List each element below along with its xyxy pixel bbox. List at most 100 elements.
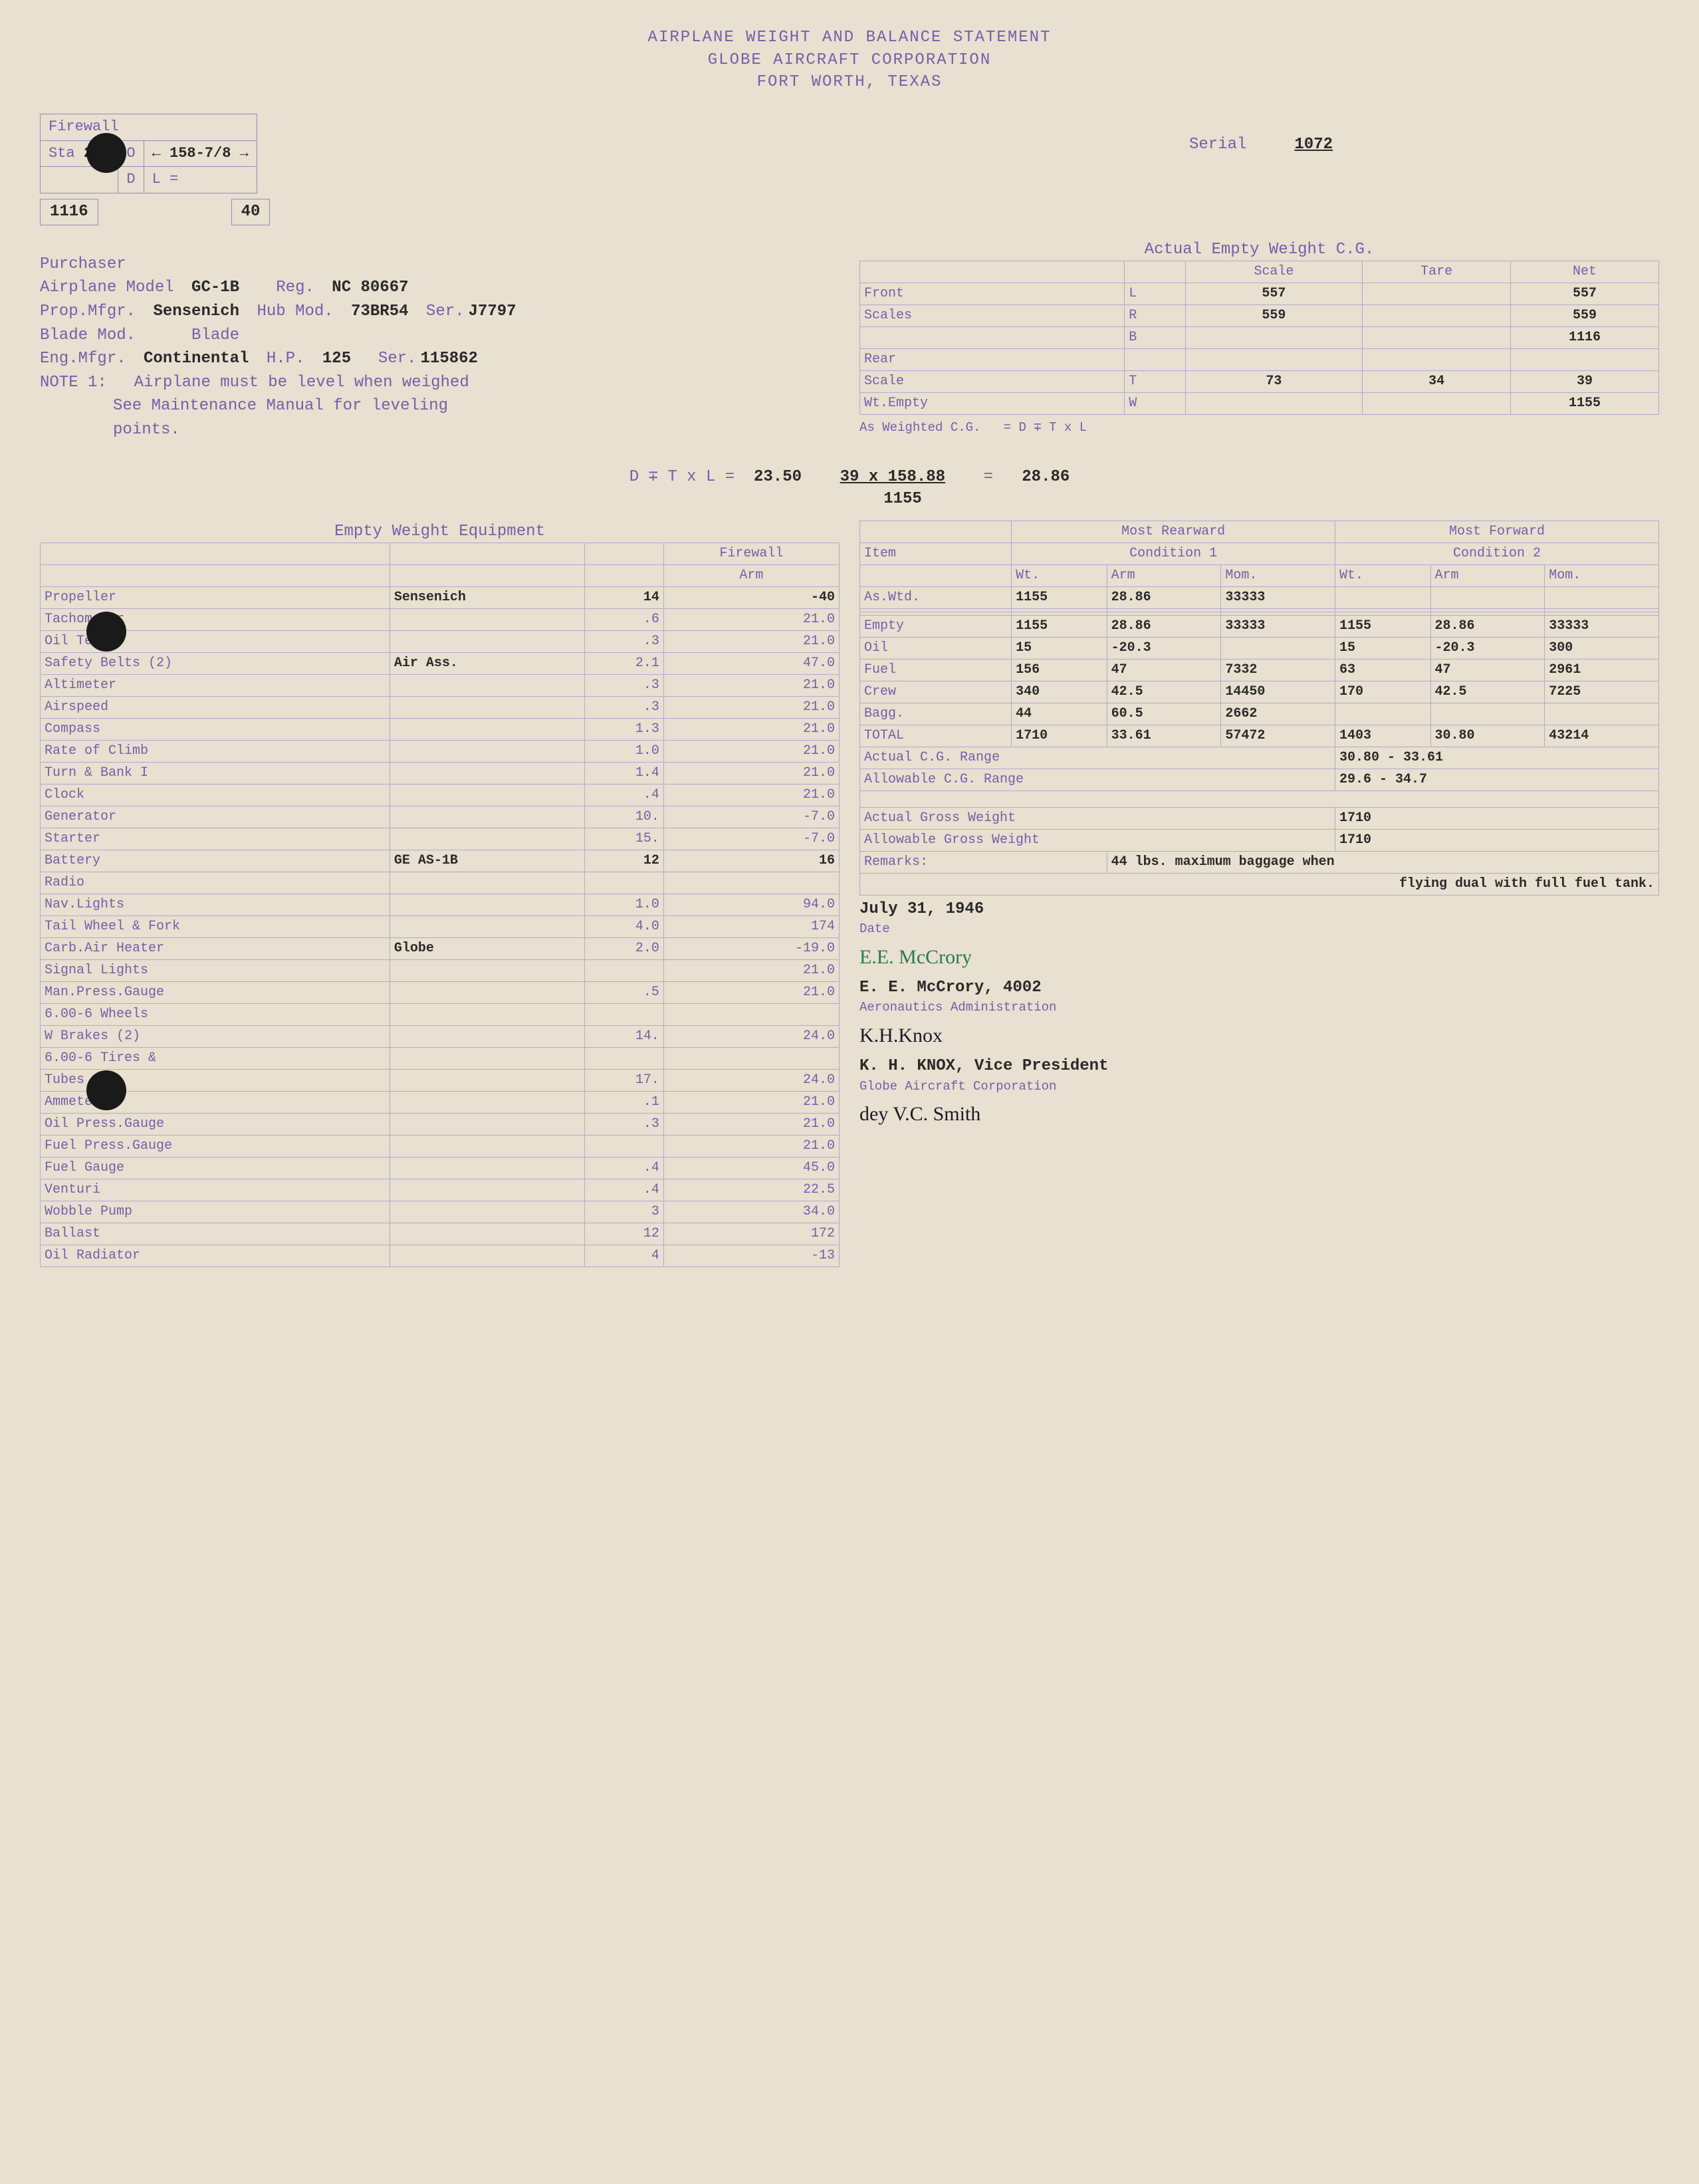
date-value: July 31, 1946	[859, 898, 1659, 921]
h-wt1: Wt.	[1012, 564, 1107, 586]
prop-ser: J7797	[469, 301, 516, 323]
hp-label: H.P.	[267, 348, 305, 370]
condition-table: Most Rearward Most Forward Item Conditio…	[859, 521, 1659, 896]
cg-formula-eq: = D ∓ T x L	[1004, 420, 1087, 435]
l-label: L =	[144, 167, 257, 193]
equip-row: Ammeter.121.0	[41, 1092, 840, 1114]
punch-hole	[86, 133, 126, 173]
equip-row: Clock.421.0	[41, 785, 840, 806]
h-mom2: Mom.	[1545, 564, 1659, 586]
equip-row: Nav.Lights1.094.0	[41, 894, 840, 916]
cond-row: Empty115528.8633333115528.8633333	[860, 615, 1659, 637]
title-line-2: GLOBE AIRCRAFT CORPORATION	[40, 49, 1659, 72]
equip-row: Tail Wheel & Fork4.0174	[41, 916, 840, 938]
prop-mfgr-label: Prop.Mfgr.	[40, 301, 136, 323]
reg-label: Reg.	[276, 277, 314, 299]
equip-row: Compass1.321.0	[41, 719, 840, 741]
mid-section: Purchaser Airplane Model GC-1B Reg. NC 8…	[40, 239, 1659, 456]
eng-mfgr: Continental	[144, 348, 249, 370]
equip-row: PropellerSensenich14-40	[41, 587, 840, 609]
formula-v1: 23.50	[754, 468, 802, 486]
allow-gw-label: Allowable Gross Weight	[860, 829, 1335, 851]
formula-v2: 39 x 158.88	[840, 468, 945, 486]
reg-value: NC 80667	[332, 277, 408, 299]
h-mom1: Mom.	[1221, 564, 1335, 586]
serial-label: Serial	[1189, 136, 1246, 154]
equip-row: Wobble Pump334.0	[41, 1201, 840, 1223]
remarks-label: Remarks:	[860, 851, 1107, 873]
note-label: NOTE 1:	[40, 372, 107, 394]
cg-h-tare: Tare	[1363, 261, 1511, 283]
date-label: Date	[859, 920, 1659, 938]
cg-row: FrontL557557	[860, 283, 1659, 305]
note-2: See Maintenance Manual for leveling	[113, 395, 448, 418]
cg-row: ScaleT733439	[860, 371, 1659, 393]
remarks-1: 44 lbs. maximum baggage when	[1107, 851, 1658, 873]
eng-mfgr-label: Eng.Mfgr.	[40, 348, 126, 370]
cond-item-h: Item	[860, 543, 1012, 564]
h-wt2: Wt.	[1335, 564, 1430, 586]
equip-row: Starter15.-7.0	[41, 828, 840, 850]
equip-row: Venturi.422.5	[41, 1179, 840, 1201]
eng-ser: 115862	[421, 348, 478, 370]
page-header: AIRPLANE WEIGHT AND BALANCE STATEMENT GL…	[40, 27, 1659, 94]
cg-h-net: Net	[1511, 261, 1659, 283]
firewall-val2: 40	[231, 199, 271, 225]
lower-section: Empty Weight Equipment Firewall Arm Prop…	[40, 521, 1659, 1268]
equip-row: Safety Belts (2)Air Ass.2.147.0	[41, 653, 840, 675]
equip-title: Empty Weight Equipment	[40, 521, 840, 543]
prop-mfgr: Sensenich	[153, 301, 239, 323]
equip-row: Carb.Air HeaterGlobe2.0-19.0	[41, 938, 840, 960]
formula-v3: 1155	[146, 488, 1659, 511]
actual-gw: 1710	[1335, 807, 1659, 829]
note-1: Airplane must be level when weighed	[134, 372, 469, 394]
equip-row: 6.00-6 Tires &	[41, 1048, 840, 1070]
formula-eq: =	[984, 468, 993, 486]
equip-row: Generator10.-7.0	[41, 806, 840, 828]
cond-rearward: Most Rearward	[1012, 521, 1335, 543]
firewall-title: Firewall	[41, 114, 257, 140]
title-line-3: FORT WORTH, TEXAS	[40, 71, 1659, 94]
signature-2: K.H.Knox	[859, 1022, 1659, 1050]
actual-gw-label: Actual Gross Weight	[860, 807, 1335, 829]
equip-row: Oil Temp..321.0	[41, 631, 840, 653]
cg-h-scale: Scale	[1185, 261, 1363, 283]
equip-row: Man.Press.Gauge.521.0	[41, 982, 840, 1004]
equip-row: Radio	[41, 872, 840, 894]
sig-org-1: Aeronautics Administration	[859, 999, 1659, 1017]
allow-gw: 1710	[1335, 829, 1659, 851]
blade-label: Blade	[191, 324, 239, 347]
hub-mod-label: Hub Mod.	[257, 301, 333, 323]
equip-row: 6.00-6 Wheels	[41, 1004, 840, 1026]
cond-row: TOTAL171033.6157472140330.8043214	[860, 725, 1659, 747]
sig-org-2: Globe Aircraft Corporation	[859, 1078, 1659, 1096]
equip-row: Ballast12172	[41, 1223, 840, 1245]
note-3: points.	[113, 419, 180, 441]
cond-row: Fuel15647733263472961	[860, 659, 1659, 681]
allow-cg: 29.6 - 34.7	[1335, 769, 1659, 790]
cond-row: Bagg.4460.52662	[860, 703, 1659, 725]
top-section: Firewall Sta 23½ O ← 158-7/8 → D L = 111…	[40, 114, 1659, 225]
cg-row: Rear	[860, 349, 1659, 371]
equip-row: BatteryGE AS-1B1216	[41, 850, 840, 872]
equip-row: Rate of Climb1.021.0	[41, 741, 840, 763]
blade-mod-label: Blade Mod.	[40, 324, 136, 347]
punch-hole	[86, 1070, 126, 1110]
formula-result: 28.86	[1022, 468, 1070, 486]
equip-h-arm: Arm	[663, 565, 839, 587]
firewall-val1: 1116	[40, 199, 98, 225]
equip-row: W Brakes (2)14.24.0	[41, 1026, 840, 1048]
cg-title: Actual Empty Weight C.G.	[859, 239, 1659, 261]
actual-cg: 30.80 - 33.61	[1335, 747, 1659, 769]
equip-row: Fuel Press.Gauge21.0	[41, 1136, 840, 1157]
sta-label: Sta	[49, 145, 75, 162]
cond-row: Oil15-20.315-20.3300	[860, 637, 1659, 659]
cg-formula-label: As Weighted C.G.	[859, 420, 980, 435]
equip-row: Oil Press.Gauge.321.0	[41, 1114, 840, 1136]
equip-row: Fuel Gauge.445.0	[41, 1157, 840, 1179]
allow-cg-label: Allowable C.G. Range	[860, 769, 1335, 790]
equip-h-firewall: Firewall	[663, 543, 839, 565]
punch-hole	[86, 612, 126, 652]
formula-line: D ∓ T x L = 23.50 39 x 158.88 = 28.86 11…	[40, 466, 1659, 511]
airplane-model: GC-1B	[191, 277, 239, 299]
